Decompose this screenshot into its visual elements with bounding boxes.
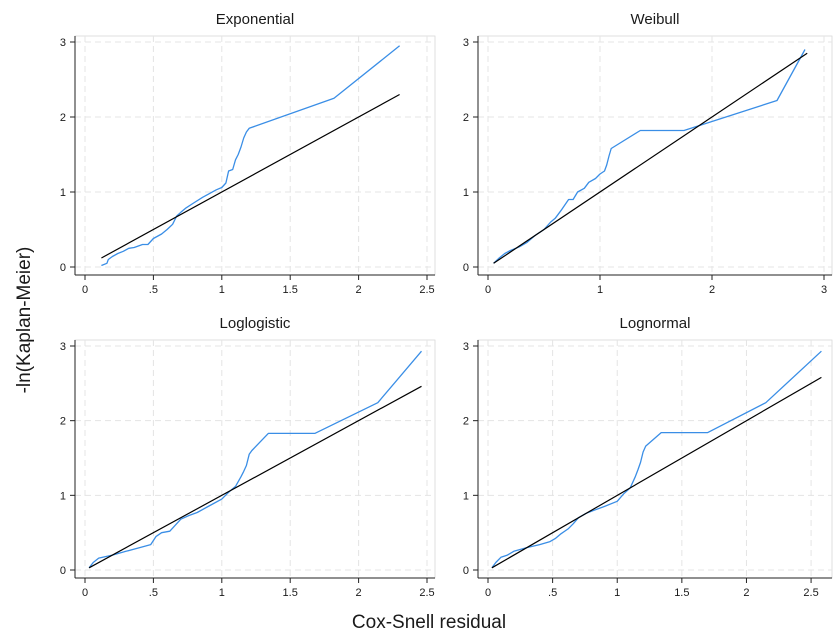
x-tick-label: 2 (743, 587, 749, 599)
x-tick-label: 2 (356, 284, 362, 296)
panel-title: Weibull (631, 11, 680, 28)
y-tick-label: 3 (463, 37, 469, 49)
y-tick-label: 2 (463, 416, 469, 428)
km-curve-line (491, 350, 822, 569)
x-tick-label: 2.5 (419, 587, 434, 599)
km-curve-line (493, 49, 806, 264)
plot-frame (477, 339, 833, 579)
y-tick-label: 0 (463, 262, 469, 274)
panel-weibull: Weibull 0 1 2 3 0 1 2 3 (463, 11, 833, 296)
y-tick-label: 2 (60, 112, 66, 124)
x-tick-label: 2.5 (803, 587, 818, 599)
x-tick-label: 2 (709, 284, 715, 296)
x-tick-label: 0 (82, 587, 88, 599)
x-tick-label: 1 (219, 587, 225, 599)
x-tick-label: 0 (485, 587, 491, 599)
reference-line (101, 93, 400, 259)
reference-line (493, 52, 808, 264)
x-tick-label: .5 (149, 587, 158, 599)
km-curve-line (88, 350, 422, 569)
reference-line (491, 376, 822, 569)
y-tick-label: 3 (463, 341, 469, 353)
x-tick-label: 0 (82, 284, 88, 296)
x-tick-label: 1.5 (674, 587, 689, 599)
y-tick-label: 1 (463, 490, 469, 502)
x-tick-label: .5 (149, 284, 158, 296)
x-axis-title: Cox-Snell residual (352, 612, 506, 633)
km-curve-line (101, 45, 401, 267)
x-tick-label: 1.5 (283, 284, 298, 296)
y-tick-label: 3 (60, 37, 66, 49)
panel-exponential: Exponential 0 .5 1 1.5 2 2.5 0 1 2 3 (60, 11, 436, 296)
panel-lognormal: Lognormal 0 .5 1 1.5 2 2.5 0 1 2 3 (463, 315, 833, 599)
y-tick-label: 3 (60, 341, 66, 353)
panel-title: Lognormal (620, 315, 691, 332)
y-axis-title: -ln(Kaplan-Meier) (14, 247, 35, 394)
x-tick-label: 2.5 (419, 284, 434, 296)
reference-line (88, 385, 422, 569)
plot-frame (74, 339, 436, 579)
panel-title: Exponential (216, 11, 294, 28)
x-tick-label: 1.5 (283, 587, 298, 599)
y-tick-label: 0 (463, 565, 469, 577)
x-tick-label: .5 (548, 587, 557, 599)
y-tick-label: 2 (60, 416, 66, 428)
y-tick-label: 1 (60, 187, 66, 199)
x-tick-label: 0 (485, 284, 491, 296)
x-tick-label: 1 (597, 284, 603, 296)
panel-title: Loglogistic (220, 315, 291, 332)
y-tick-label: 0 (60, 565, 66, 577)
y-tick-label: 1 (60, 490, 66, 502)
y-tick-label: 2 (463, 112, 469, 124)
y-tick-label: 0 (60, 262, 66, 274)
x-tick-label: 2 (356, 587, 362, 599)
panel-loglogistic: Loglogistic 0 .5 1 1.5 2 2.5 0 1 2 3 (60, 315, 436, 599)
plot-frame (74, 35, 436, 276)
x-tick-label: 1 (219, 284, 225, 296)
x-tick-label: 1 (614, 587, 620, 599)
y-tick-label: 1 (463, 187, 469, 199)
x-tick-label: 3 (821, 284, 827, 296)
